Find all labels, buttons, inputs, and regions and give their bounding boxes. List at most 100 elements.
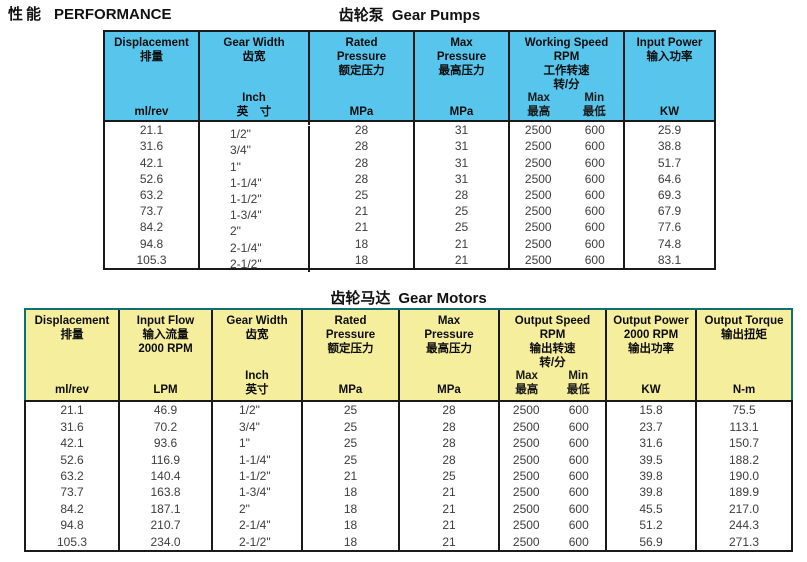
table-cell: 25 — [415, 219, 510, 236]
column-header-line: 齿宽 — [242, 51, 266, 64]
table-cell: 1-1/4" — [213, 451, 303, 468]
column-header: Gear Width 齿宽 Inch 英 寸 — [200, 32, 310, 125]
column-unit: LPM — [121, 383, 210, 397]
subcolumn-header-line: 最高 — [515, 383, 539, 396]
column-unit: MPa — [401, 383, 497, 397]
table-cell: 234.0 — [120, 533, 213, 550]
table-cell: 21.1 — [105, 122, 200, 139]
column-header-line: 齿宽 — [245, 329, 269, 342]
table-cell: 39.5 — [607, 451, 697, 468]
table-cell: 83.1 — [657, 252, 682, 267]
table-cell: 73.7 — [105, 203, 200, 220]
column-unit: ml/rev — [27, 383, 117, 397]
table-cell: 189.9 — [728, 485, 760, 500]
column-header-labels: Max Pressure 最高压力 — [416, 36, 507, 78]
motors-table: Displacement 排量 ml/rev Input Flow 输入流量 2000 R… — [24, 308, 793, 552]
table-subcell: 600 — [568, 436, 589, 451]
max-min-subheaders: Max 最高 Min 最低 — [511, 92, 622, 120]
table-cell: 1" — [213, 434, 303, 452]
column-header-line: Rated — [334, 315, 367, 327]
table-cell: 2-1/2" — [213, 533, 303, 550]
pumps-title-en: Gear Pumps — [391, 7, 481, 24]
table-subcell: 600 — [584, 171, 605, 186]
column-unit: N-m — [698, 383, 790, 397]
column-header-line: 输入流量 — [142, 329, 189, 342]
table-cell: 18 — [303, 533, 400, 550]
table-cell: 21 — [400, 500, 500, 518]
column-header-labels: Working Speed RPM 工作转速 转/分 — [511, 36, 622, 92]
subcolumn-header-line: 最低 — [566, 383, 590, 396]
page-title: 性能 PERFORMANCE — [8, 3, 172, 24]
subcolumn-header-line: 最高 — [527, 105, 551, 118]
column-unit-line: KW — [659, 106, 680, 119]
table-cell: 3/4" — [213, 418, 303, 435]
table-cell: 2500 600 — [510, 138, 625, 155]
table-cell: 21 — [400, 533, 500, 550]
table-cell: 21 — [303, 467, 400, 485]
table-cell: 31 — [415, 154, 510, 171]
column-header-labels: Displacement 排量 — [106, 36, 197, 64]
column-unit-line: ml/rev — [55, 384, 89, 397]
table-cell: 1-3/4" — [213, 484, 303, 501]
table-cell: 18 — [303, 517, 400, 534]
column-header-labels: Rated Pressure 额定压力 — [311, 36, 412, 78]
column-header: Max Pressure 最高压力 MPa — [415, 32, 510, 125]
column-header-line: Output Power — [613, 315, 689, 327]
column-header-line: Rated — [345, 37, 378, 49]
column-unit: ml/rev — [106, 105, 197, 119]
table-cell: 2500 600 — [500, 418, 607, 435]
table-cell: 23.7 — [607, 418, 697, 435]
table-cell: 116.9 — [120, 451, 213, 468]
column-header-line: 最高压力 — [438, 65, 485, 78]
table-cell: 2500 600 — [500, 517, 607, 534]
table-cell: 39.8 — [607, 467, 697, 485]
table-subcell: 600 — [584, 139, 605, 154]
subcolumn-header: Max 最高 — [501, 370, 553, 398]
column-unit: MPa — [416, 105, 507, 119]
pumps-table-body: 21.1 1/2" 28 31 2500 600 25.9 31.6 3/4" 28 31 2500 6… — [103, 120, 716, 272]
column-header-line: 输出转速 — [529, 343, 576, 356]
max-min-subheaders: Max 最高 Min 最低 — [501, 370, 604, 398]
table-cell: 2500 600 — [500, 533, 607, 550]
column-unit: KW — [608, 383, 694, 397]
table-cell: 2500 600 — [500, 451, 607, 468]
table-cell: 187.1 — [120, 500, 213, 518]
table-subcell: 2500 — [512, 452, 540, 467]
table-subcell: 600 — [568, 534, 589, 549]
table-subcell: 600 — [584, 123, 605, 138]
table-cell: 94.8 — [26, 517, 120, 534]
column-unit: Inch 英 寸 — [201, 91, 307, 120]
column-header-labels: Input Flow 输入流量 2000 RPM — [121, 314, 210, 356]
pumps-table-header-row: Displacement 排量 ml/rev Gear Width 齿宽 Inch 英 寸 R… — [103, 30, 716, 125]
table-cell: 42.1 — [26, 434, 120, 452]
table-cell: 15.8 — [607, 402, 697, 419]
table-subcell: 2500 — [524, 187, 552, 202]
column-unit: KW — [626, 105, 713, 119]
column-header-labels: Input Power 输入功率 — [626, 36, 713, 64]
table-cell: 28 — [310, 154, 415, 171]
table-cell: 163.8 — [120, 484, 213, 501]
table-subcell: 600 — [584, 187, 605, 202]
table-cell: 77.6 — [657, 220, 682, 235]
column-header-labels: Gear Width 齿宽 — [201, 36, 307, 64]
column-unit-line: MPa — [437, 384, 461, 397]
column-header-line: RPM — [539, 329, 566, 342]
table-cell: 2" — [213, 500, 303, 518]
table-cell: 25 — [415, 203, 510, 220]
column-unit-line: 英 寸 — [236, 106, 272, 119]
table-cell: 84.2 — [105, 219, 200, 236]
column-header-labels: Output Power 2000 RPM 输出功率 — [608, 314, 694, 356]
table-cell: 25.9 — [657, 123, 682, 138]
table-cell: 21 — [310, 219, 415, 236]
table-cell: 51.7 — [657, 155, 682, 170]
column-unit-line: Inch — [242, 91, 266, 104]
table-cell: 67.9 — [657, 204, 682, 219]
table-subcell: 2500 — [512, 468, 540, 483]
table-cell: 1-3/4" — [200, 207, 310, 224]
table-cell: 140.4 — [120, 467, 213, 485]
column-header-line: 最高压力 — [426, 343, 472, 356]
subcolumn-header-line: Max — [527, 92, 550, 105]
table-cell: 63.2 — [26, 467, 120, 485]
column-unit-line: LPM — [153, 384, 178, 397]
table-cell: 2500 600 — [510, 154, 625, 171]
